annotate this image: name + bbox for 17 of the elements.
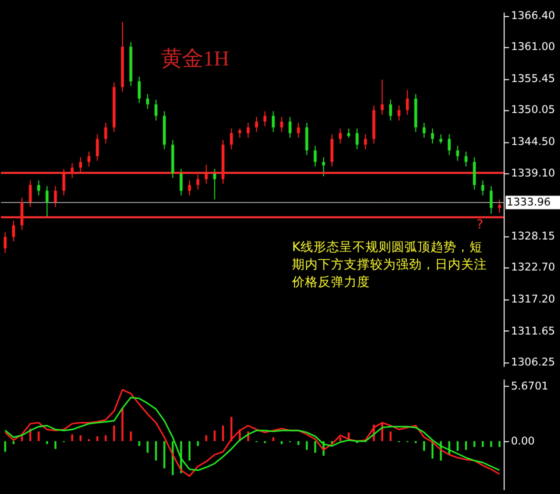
y-tick-label: 1306.25 xyxy=(510,355,556,368)
y-tick-label: 1322.70 xyxy=(510,260,556,274)
ref-line-label: 1333.96 xyxy=(506,195,551,208)
y-tick-label: 1366.40 xyxy=(510,9,556,22)
y-tick-label: 1339.10 xyxy=(510,166,556,180)
text: 黄金1H xyxy=(161,46,230,71)
annotation: K线形态呈不规则圆弧顶趋势，短期内下方支撑较为强劲，日内关注价格反弹力度 xyxy=(291,238,488,289)
y-tick-label: 1317.20 xyxy=(510,292,556,306)
annotation: ? xyxy=(476,216,484,232)
y-tick-label: 1361.00 xyxy=(510,40,556,54)
y-tick-label: 5.6701 xyxy=(510,380,548,393)
y-tick-label: 1355.45 xyxy=(510,72,556,86)
y-tick-label: 1344.50 xyxy=(510,135,556,148)
y-tick-label: 1328.15 xyxy=(510,229,556,242)
y-tick-label: 0.00 xyxy=(510,434,535,448)
y-tick-label: 1311.65 xyxy=(510,324,556,338)
y-tick-label: 1350.05 xyxy=(510,103,556,116)
